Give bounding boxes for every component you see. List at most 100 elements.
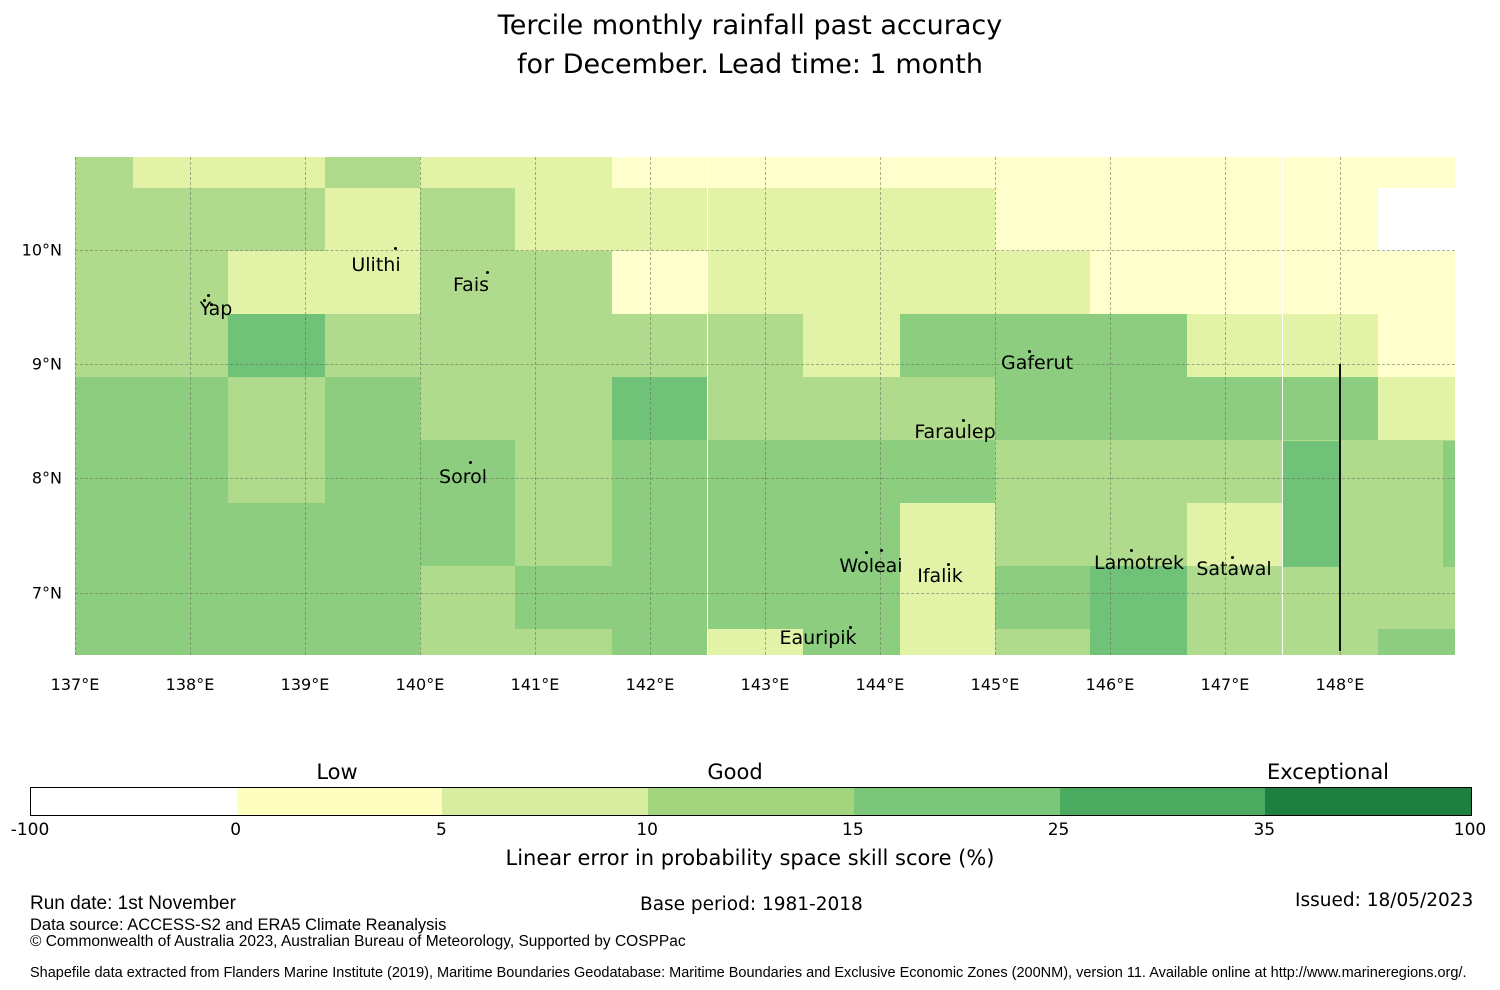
map-cell	[1377, 628, 1455, 656]
map-cell	[515, 377, 613, 441]
x-axis-tick-label: 137°E	[50, 675, 100, 694]
map-cell	[899, 188, 995, 252]
map-cell	[995, 377, 1091, 441]
map-cell-overlay	[1443, 441, 1455, 567]
map-cell	[1282, 377, 1378, 441]
map-cell	[1090, 440, 1188, 504]
map-cell	[707, 314, 803, 378]
colorbar-segment	[236, 788, 443, 815]
map-cell	[515, 566, 613, 629]
map-cell	[75, 314, 133, 378]
graticule-meridian	[420, 157, 421, 656]
island-marker	[947, 563, 950, 566]
island-marker	[469, 461, 472, 464]
map-cell	[1187, 157, 1283, 189]
y-axis-tick-label: 10°N	[21, 240, 62, 260]
map-cell	[899, 628, 995, 656]
map-cell	[515, 628, 613, 656]
colorbar-zone-label: Good	[707, 760, 763, 784]
x-axis-tick-label: 143°E	[740, 675, 790, 694]
map-cell	[132, 157, 228, 189]
island-marker	[1028, 350, 1031, 353]
map-cell	[324, 251, 420, 315]
map-cell	[227, 188, 325, 252]
map-cell	[227, 377, 325, 441]
map-cell	[75, 377, 133, 441]
map-cell	[420, 566, 516, 629]
graticule-meridian	[535, 157, 536, 656]
colorbar-tick-label: 35	[1253, 820, 1276, 840]
colorbar-tick-label: 15	[842, 820, 864, 840]
island-marker	[210, 303, 213, 306]
colorbar-zone-label: Low	[316, 760, 358, 784]
island-label: Faraulep	[914, 421, 996, 443]
map-cell	[1282, 188, 1378, 252]
map-cell	[420, 157, 516, 189]
graticule-parallel	[75, 250, 1455, 251]
map-cell	[995, 440, 1091, 504]
map-cell	[1090, 628, 1188, 656]
x-axis-tick-label: 147°E	[1200, 675, 1250, 694]
map-cell	[515, 157, 613, 189]
map-cell	[420, 503, 516, 566]
x-axis-tick-label: 142°E	[625, 675, 675, 694]
map-cell	[132, 440, 228, 504]
colorbar-segment	[648, 788, 854, 815]
map-cell	[420, 188, 516, 252]
map-cell	[802, 188, 900, 252]
map-cell	[995, 251, 1091, 315]
island-marker	[203, 299, 206, 302]
island-marker	[1231, 556, 1234, 559]
y-axis-tick-label: 9°N	[31, 354, 62, 374]
footer-copyright: © Commonwealth of Australia 2023, Austra…	[30, 933, 686, 950]
map-cell	[1282, 628, 1378, 656]
x-axis-tick-label: 141°E	[510, 675, 560, 694]
map-cell	[899, 440, 995, 504]
island-marker	[962, 419, 965, 422]
map-cell	[75, 157, 133, 189]
map-cell	[420, 314, 516, 378]
x-axis-tick-label: 139°E	[280, 675, 330, 694]
map-cell	[707, 251, 803, 315]
map-cell-overlay	[1283, 441, 1340, 567]
graticule-meridian	[190, 157, 191, 656]
map-cell	[899, 377, 995, 441]
island-label: Eauripik	[779, 627, 857, 649]
y-axis-tick-label: 8°N	[31, 468, 62, 488]
map-cell	[899, 157, 995, 189]
x-axis-tick-label: 146°E	[1085, 675, 1135, 694]
map-cell	[1090, 503, 1188, 566]
map-cell	[75, 566, 133, 629]
map-cell	[515, 251, 613, 315]
island-label: Satawal	[1196, 558, 1272, 580]
map-cell	[802, 628, 900, 656]
footer-shapefile-attribution: Shapefile data extracted from Flanders M…	[30, 965, 1467, 981]
map-cell	[612, 188, 708, 252]
eez-boundary-line	[1339, 364, 1341, 651]
map-cell	[227, 440, 325, 504]
map-cell	[1187, 440, 1283, 504]
map-cell	[420, 251, 516, 315]
map-cell	[1377, 440, 1455, 504]
graticule-meridian	[305, 157, 306, 656]
map-cell	[132, 628, 228, 656]
map-cell	[707, 440, 803, 504]
map-cell	[1282, 251, 1378, 315]
colorbar-tick-label: 0	[230, 820, 242, 840]
map-cell	[802, 377, 900, 441]
map-cell	[707, 628, 803, 656]
footer-issued-date: Issued: 18/05/2023	[1295, 890, 1474, 911]
map-cell	[324, 157, 420, 189]
map-cell	[612, 157, 708, 189]
island-label: Ifalik	[917, 565, 963, 587]
colorbar-segment	[1059, 788, 1266, 815]
island-label: Woleai	[839, 555, 903, 577]
map-cell	[420, 377, 516, 441]
map-cell	[1377, 566, 1455, 629]
island-label: Yap	[199, 298, 233, 320]
map-cell	[1187, 188, 1283, 252]
map-cell	[899, 503, 995, 566]
colorbar-tick-label: 100	[1453, 820, 1487, 840]
colorbar-tick-label: 10	[636, 820, 658, 840]
